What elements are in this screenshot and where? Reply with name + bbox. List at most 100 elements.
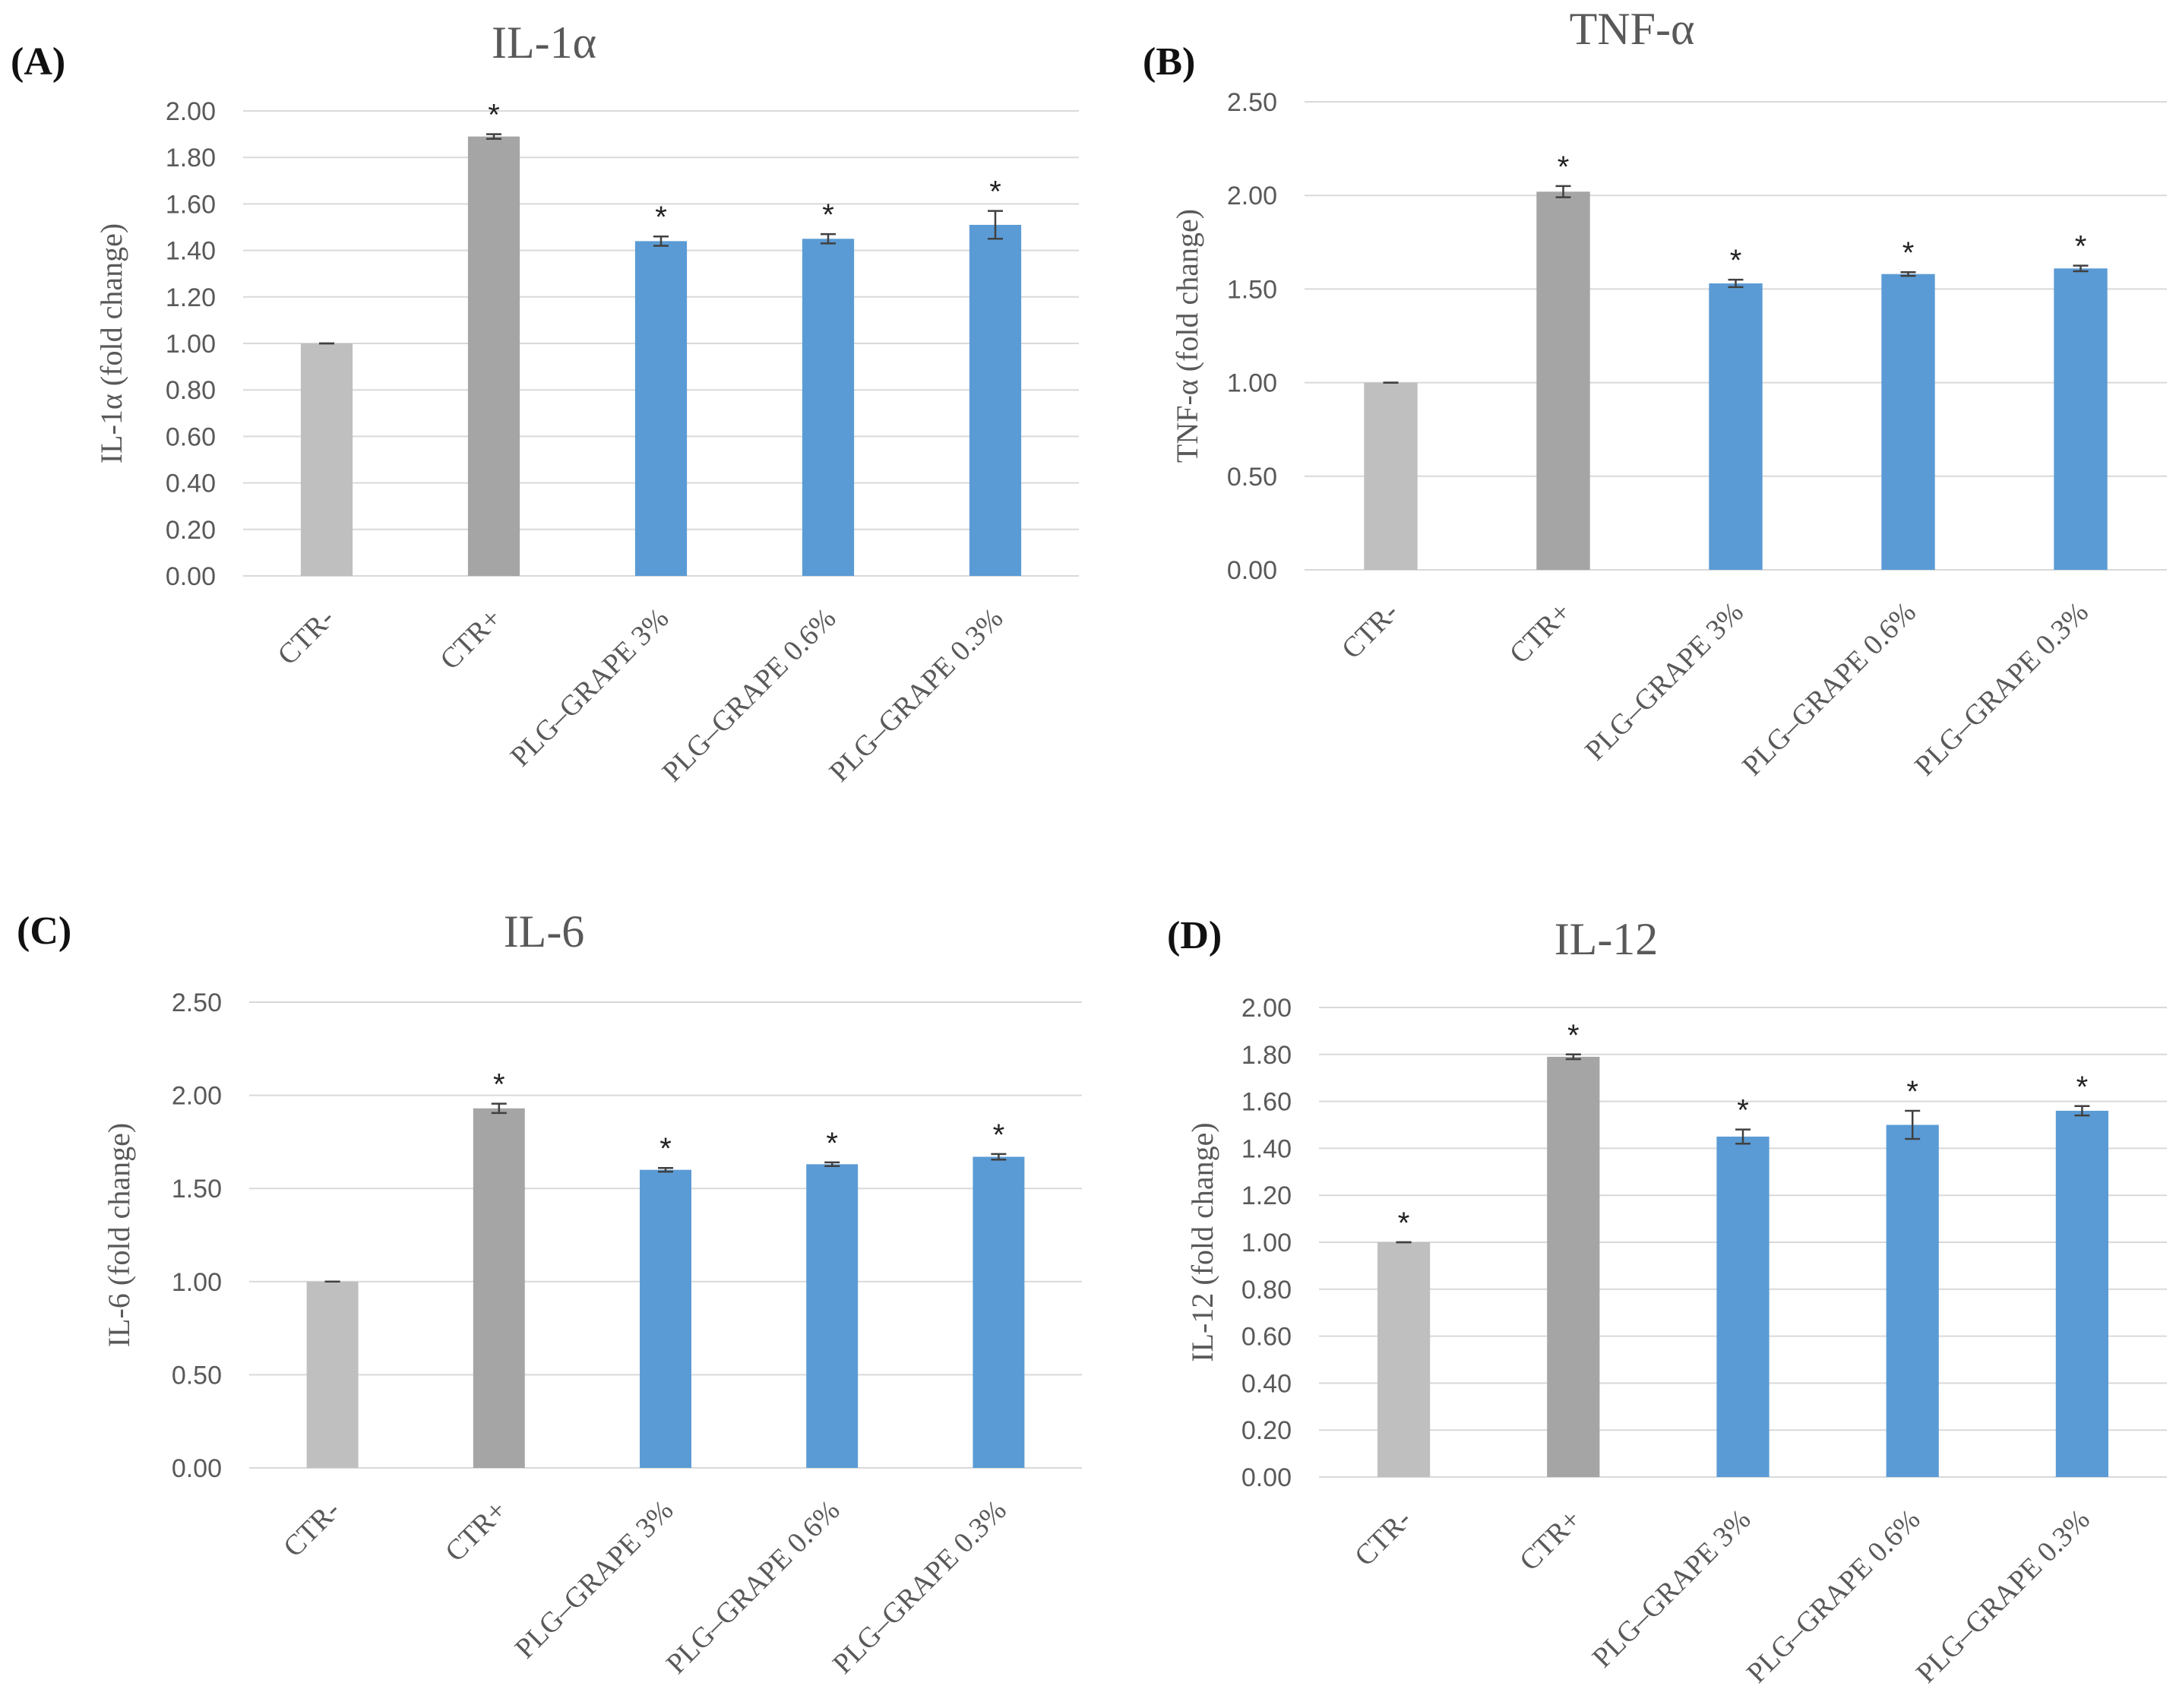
bar-chart-tnfa: 0.00 0.50 1.00 1.50 2.00 2.50 TNF-α (fold chan… [1170,88,2167,783]
bar [1377,1242,1431,1477]
bar-chart-il12: 0.00 0.20 0.40 0.60 0.80 1.00 1.20 1.40 1.60 1.80… [1185,994,2167,1690]
x-category-label: PLG–GRAPE 0.6% [1741,1504,1927,1690]
bar [1536,191,1590,570]
significance-marker: * [2075,230,2087,264]
y-axis-title: IL-12 (fold change) [1185,1122,1219,1362]
chart-panel-il1a: (A) IL-1α 0.00 0.20 0.40 0.60 0.80 1.00 1.20 1.… [0,0,1088,854]
panel-label: (D) [1167,914,1222,957]
y-tick-label: 0.20 [166,516,216,545]
y-tick-label: 0.40 [166,470,216,498]
x-category-label: CTR+ [434,603,508,676]
panel-label: (B) [1143,40,1196,84]
y-tick-label: 0.00 [1227,556,1277,585]
y-tick-label: 0.00 [172,1454,222,1483]
x-category-label: PLG–GRAPE 0.6% [1736,596,1922,783]
significance-marker: * [989,176,1001,209]
bar [1886,1124,1939,1477]
chart-panel-tnfa: (B) TNF-α 0.00 0.50 1.00 1.50 2.00 2.50 TNF-α … [1088,0,2176,854]
bar [973,1156,1025,1468]
significance-marker: * [1737,1094,1749,1128]
chart-title: IL-12 [1554,914,1659,964]
x-category-label: CTR- [277,1494,346,1564]
significance-marker: * [659,1132,672,1166]
y-tick-label: 1.40 [1241,1134,1292,1163]
y-tick-label: 2.50 [172,988,222,1017]
y-tick-label: 1.20 [1241,1181,1292,1210]
bar-chart-il1a: 0.00 0.20 0.40 0.60 0.80 1.00 1.20 1.40 1.60 1.80… [94,97,1079,789]
x-category-label: PLG–GRAPE 0.3% [824,603,1010,789]
panel-label: (C) [17,909,72,953]
y-tick-label: 2.00 [172,1082,222,1111]
significance-marker: * [493,1068,505,1102]
y-tick-label: 1.40 [166,237,216,266]
y-tick-label: 1.00 [1227,369,1277,398]
bar [1716,1136,1770,1477]
x-category-label: CTR- [1336,596,1405,666]
panel-label: (A) [11,40,66,84]
x-category-label: PLG–GRAPE 0.3% [1909,596,2095,783]
y-axis-title: IL-6 (fold change) [102,1123,136,1347]
chart-title: IL-1α [491,17,597,68]
bar [2055,1110,2108,1477]
y-tick-label: 1.50 [172,1175,222,1204]
chart-title: TNF-α [1569,4,1695,54]
significance-marker: * [1567,1019,1580,1052]
x-category-label: PLG–GRAPE 3% [1586,1504,1757,1675]
bar [300,343,353,576]
significance-marker: * [1906,1075,1918,1109]
x-category-label: PLG–GRAPE 3% [509,1494,680,1665]
y-tick-label: 1.80 [166,144,216,172]
y-tick-label: 1.00 [1241,1229,1292,1257]
x-category-label: CTR+ [439,1494,513,1568]
bar [640,1169,691,1468]
x-category-label: PLG–GRAPE 0.6% [660,1494,846,1681]
y-tick-label: 0.00 [166,562,216,591]
x-category-label: PLG–GRAPE 3% [504,603,675,773]
significance-marker: * [655,201,667,234]
y-tick-label: 1.60 [1241,1088,1292,1117]
bar [1709,283,1763,570]
y-tick-label: 0.20 [1241,1416,1292,1445]
y-tick-label: 2.00 [1241,994,1292,1023]
y-tick-label: 0.60 [166,422,216,451]
bar [467,136,520,576]
significance-marker: * [1902,236,1915,270]
bar [1881,274,1935,570]
bar [806,1164,859,1468]
chart-panel-il12: (D) IL-12 0.00 0.20 0.40 0.60 0.80 1.00 1.20 1.… [1088,854,2176,1708]
y-axis-title: IL-1α (fold change) [94,223,128,463]
x-category-label: PLG–GRAPE 0.3% [827,1494,1013,1681]
x-category-label: PLG–GRAPE 0.3% [1910,1504,2096,1690]
y-tick-label: 2.00 [166,97,216,126]
significance-marker: * [2076,1071,2089,1104]
y-tick-label: 0.50 [172,1361,222,1390]
chart-panel-il6: (C) IL-6 0.00 0.50 1.00 1.50 2.00 2.50 IL-6 (f… [0,854,1088,1708]
x-category-label: CTR+ [1504,596,1577,670]
y-tick-label: 0.00 [1241,1463,1292,1492]
y-tick-label: 0.80 [166,376,216,405]
y-tick-label: 2.50 [1227,88,1277,117]
y-tick-label: 1.60 [166,190,216,219]
y-axis-title: TNF-α (fold change) [1170,209,1204,463]
significance-marker: * [1398,1207,1410,1240]
bar [306,1281,359,1468]
bar [2054,268,2108,570]
y-tick-label: 0.80 [1241,1276,1292,1305]
x-category-label: CTR- [271,603,340,672]
y-tick-label: 0.50 [1227,463,1277,492]
significance-marker: * [822,198,834,232]
bar-chart-il6: 0.00 0.50 1.00 1.50 2.00 2.50 IL-6 (fold chang… [102,988,1082,1681]
x-category-label: PLG–GRAPE 0.6% [656,603,843,789]
significance-marker: * [1730,244,1742,277]
significance-marker: * [1558,150,1570,184]
y-tick-label: 2.00 [1227,182,1277,210]
y-tick-label: 0.40 [1241,1369,1292,1398]
y-tick-label: 1.00 [172,1268,222,1297]
significance-marker: * [826,1127,838,1160]
x-category-label: CTR+ [1513,1504,1587,1577]
bar [802,239,855,576]
significance-marker: * [488,99,500,132]
y-tick-label: 1.80 [1241,1041,1292,1070]
y-tick-label: 1.50 [1227,275,1277,304]
chart-title: IL-6 [503,906,585,957]
